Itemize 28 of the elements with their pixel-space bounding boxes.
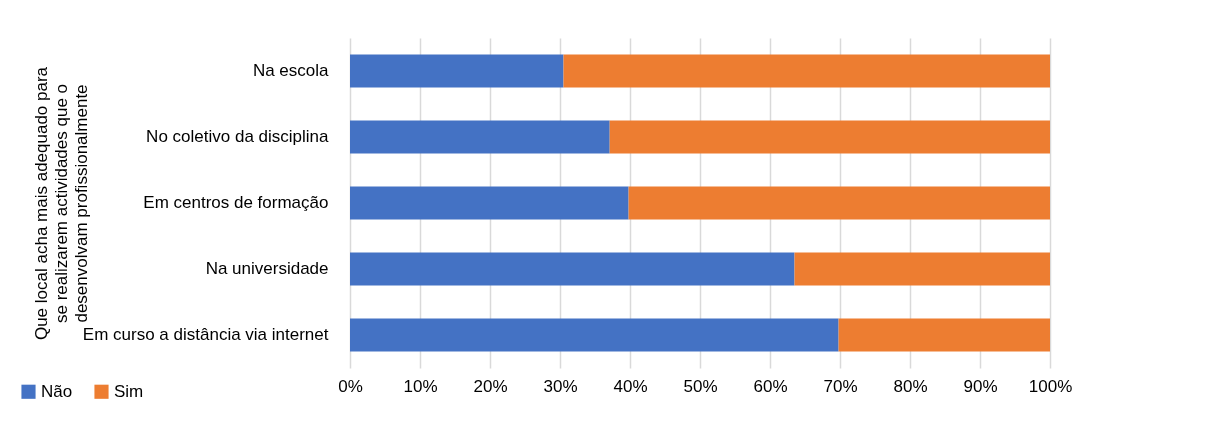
y-tick-label: Em curso a distância via internet bbox=[82, 325, 329, 344]
bar bbox=[628, 186, 1050, 220]
y-tick-label: Em centros de formação bbox=[143, 193, 329, 212]
x-tick-label: 100% bbox=[1028, 376, 1073, 396]
x-tick-label: 40% bbox=[613, 376, 648, 396]
x-tick-label: 10% bbox=[403, 376, 438, 396]
bar bbox=[350, 186, 629, 220]
x-tick-label: 90% bbox=[963, 376, 998, 396]
legend-label: Sim bbox=[114, 381, 144, 401]
x-tick-label: 20% bbox=[473, 376, 508, 396]
bar bbox=[838, 318, 1050, 352]
bar bbox=[794, 252, 1050, 286]
bar bbox=[350, 54, 564, 88]
legend-label: Não bbox=[41, 381, 73, 401]
y-tick-label: Na universidade bbox=[205, 259, 329, 278]
y-tick-label: No coletivo da disciplina bbox=[146, 127, 330, 146]
x-tick-label: 80% bbox=[893, 376, 928, 396]
y-tick-label: Na escola bbox=[252, 61, 330, 80]
x-tick-label: 30% bbox=[543, 376, 578, 396]
bar bbox=[350, 252, 795, 286]
x-tick-label: 50% bbox=[683, 376, 718, 396]
x-tick-label: 60% bbox=[753, 376, 788, 396]
bar bbox=[563, 54, 1050, 88]
bar bbox=[350, 120, 610, 154]
x-tick-label: 0% bbox=[338, 376, 363, 396]
bar bbox=[350, 318, 839, 352]
x-tick-label: 70% bbox=[823, 376, 858, 396]
bar bbox=[609, 120, 1050, 154]
